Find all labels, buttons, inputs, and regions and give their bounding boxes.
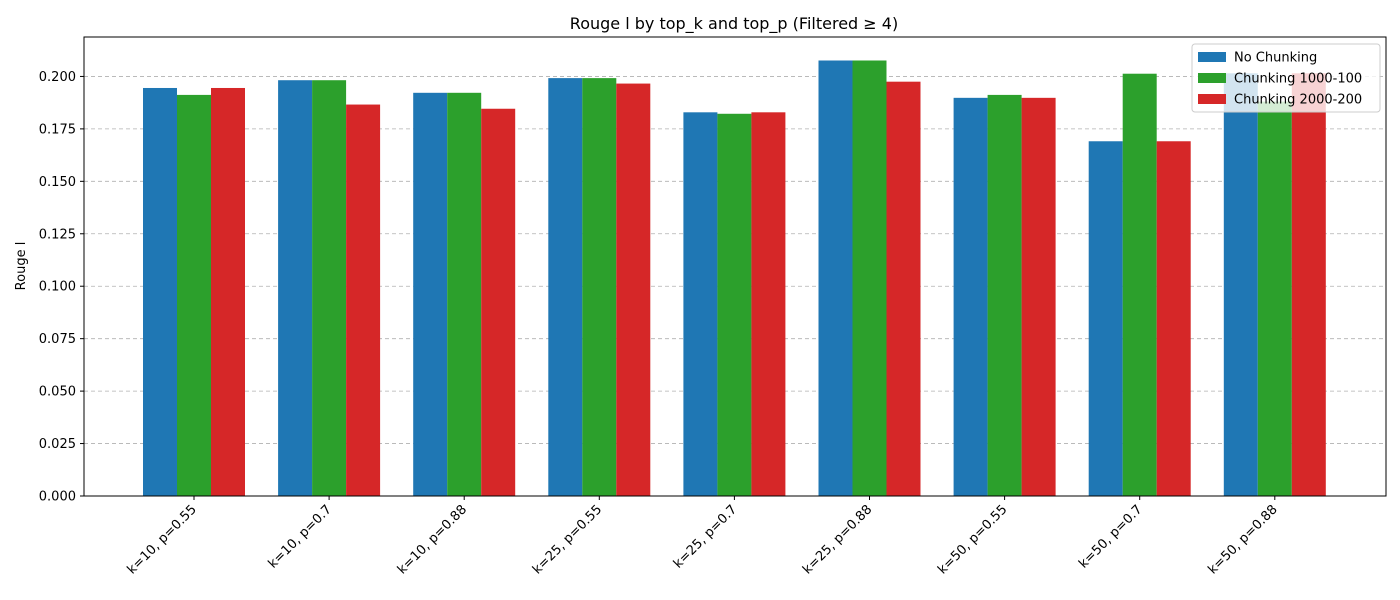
x-tick-label: k=25, p=0.55 <box>530 502 605 577</box>
x-tick-label: k=25, p=0.7 <box>671 502 740 571</box>
bar-chunking-1000-100-8 <box>1123 74 1157 496</box>
legend-label: Chunking 2000-200 <box>1234 93 1362 108</box>
bar-no-chunking-5 <box>683 112 717 496</box>
bar-chunking-2000-200-5 <box>751 112 785 496</box>
bar-no-chunking-2 <box>278 80 312 496</box>
bar-no-chunking-9 <box>1224 73 1258 496</box>
x-tick-label: k=50, p=0.55 <box>935 502 1010 577</box>
bar-no-chunking-7 <box>954 98 988 496</box>
bar-no-chunking-8 <box>1089 141 1123 496</box>
bar-chunking-1000-100-4 <box>582 78 616 496</box>
bar-chunking-2000-200-4 <box>616 84 650 496</box>
x-tick-label: k=10, p=0.88 <box>395 502 470 577</box>
bar-chunking-2000-200-8 <box>1157 141 1191 496</box>
bar-chunking-1000-100-5 <box>717 114 751 496</box>
bar-no-chunking-4 <box>548 78 582 496</box>
y-tick-label: 0.075 <box>39 332 76 347</box>
bar-chunking-1000-100-6 <box>853 60 887 496</box>
legend-swatch <box>1198 94 1226 104</box>
y-tick-label: 0.050 <box>39 385 76 400</box>
y-tick-label: 0.200 <box>39 70 76 85</box>
y-tick-label: 0.150 <box>39 175 76 190</box>
bar-chunking-2000-200-3 <box>481 109 515 496</box>
x-tick-label: k=50, p=0.7 <box>1076 502 1145 571</box>
y-tick-label: 0.175 <box>39 122 76 137</box>
x-tick-label: k=50, p=0.88 <box>1205 502 1280 577</box>
legend-label: Chunking 1000-100 <box>1234 72 1362 87</box>
bar-chunking-2000-200-1 <box>211 88 245 496</box>
legend-swatch <box>1198 52 1226 62</box>
y-tick-label: 0.100 <box>39 280 76 295</box>
y-tick-label: 0.025 <box>39 437 76 452</box>
bar-no-chunking-6 <box>819 60 853 496</box>
legend-label: No Chunking <box>1234 51 1317 66</box>
y-tick-label: 0.000 <box>39 490 76 505</box>
bar-chunking-2000-200-7 <box>1022 98 1056 496</box>
bar-chunking-2000-200-2 <box>346 105 380 496</box>
bar-chunking-1000-100-9 <box>1258 102 1292 496</box>
x-tick-label: k=25, p=0.88 <box>800 502 875 577</box>
bar-no-chunking-1 <box>143 88 177 496</box>
legend-swatch <box>1198 73 1226 83</box>
bar-chunking-1000-100-3 <box>447 93 481 496</box>
bar-chunking-1000-100-2 <box>312 80 346 496</box>
x-tick-label: k=10, p=0.55 <box>125 502 200 577</box>
bar-chunking-2000-200-9 <box>1292 73 1326 496</box>
bar-no-chunking-3 <box>413 93 447 496</box>
bar-chunking-1000-100-1 <box>177 95 211 496</box>
x-tick-label: k=10, p=0.7 <box>266 502 335 571</box>
chart-title: Rouge l by top_k and top_p (Filtered ≥ 4… <box>570 14 898 34</box>
bar-chunking-1000-100-7 <box>988 95 1022 496</box>
y-axis-label: Rouge l <box>14 242 29 291</box>
bar-chunking-2000-200-6 <box>887 82 921 496</box>
y-tick-label: 0.125 <box>39 227 76 242</box>
